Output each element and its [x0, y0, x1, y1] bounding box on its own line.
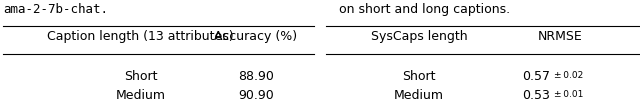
Text: 88.90: 88.90	[238, 70, 274, 83]
Text: Short: Short	[403, 70, 436, 83]
Text: Medium: Medium	[394, 89, 444, 102]
Text: Medium: Medium	[116, 89, 166, 102]
Text: Long: Long	[125, 107, 156, 108]
Text: on short and long captions.: on short and long captions.	[339, 3, 510, 16]
Text: ± 0.01: ± 0.01	[554, 90, 583, 99]
Text: 0.64: 0.64	[523, 107, 550, 108]
Text: 90.90: 90.90	[238, 89, 274, 102]
Text: NRMSE: NRMSE	[538, 30, 582, 43]
Text: Accuracy (%): Accuracy (%)	[214, 30, 298, 43]
Text: Caption length (13 attributes): Caption length (13 attributes)	[47, 30, 234, 43]
Text: Short: Short	[124, 70, 157, 83]
Text: Long: Long	[404, 107, 435, 108]
Text: ± 0.02: ± 0.02	[554, 71, 583, 80]
Text: ama-2-7b-chat.: ama-2-7b-chat.	[3, 3, 108, 16]
Text: SysCaps length: SysCaps length	[371, 30, 467, 43]
Text: 0.53: 0.53	[522, 89, 550, 102]
Text: 90.38: 90.38	[238, 107, 274, 108]
Text: 0.57: 0.57	[522, 70, 550, 83]
